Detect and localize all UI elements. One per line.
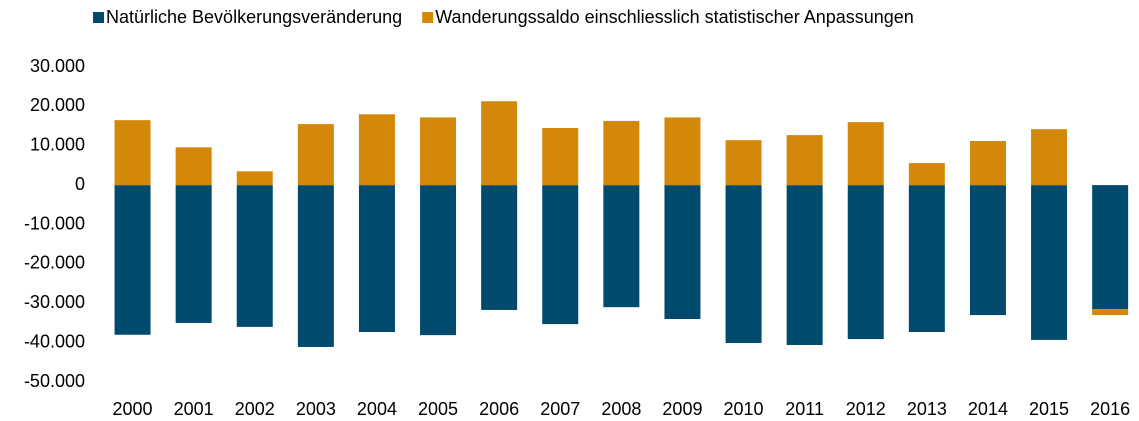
bar: [481, 101, 518, 186]
x-tick-label: 2000: [113, 399, 153, 419]
bar: [786, 135, 823, 186]
bar: [114, 120, 151, 186]
bar: [969, 141, 1006, 186]
y-tick-label: 10.000: [30, 135, 85, 155]
y-tick-label: -40.000: [24, 331, 85, 351]
x-tick-label: 2006: [479, 399, 519, 419]
bar: [847, 185, 884, 340]
bar: [1092, 185, 1129, 310]
bar: [908, 185, 945, 332]
y-tick-label: -30.000: [24, 292, 85, 312]
x-tick-label: 2004: [357, 399, 397, 419]
y-tick-label: -20.000: [24, 253, 85, 273]
bar: [420, 185, 457, 336]
bar: [481, 185, 518, 310]
bar: [664, 185, 701, 319]
x-tick-label: 2005: [418, 399, 458, 419]
bar: [603, 185, 640, 308]
bar: [786, 185, 823, 345]
bar: [297, 124, 334, 186]
legend-swatch: [422, 12, 434, 23]
y-tick-label: 20.000: [30, 95, 85, 115]
x-tick-label: 2001: [174, 399, 214, 419]
x-tick-label: 2011: [785, 399, 824, 419]
x-tick-label: 2009: [662, 399, 702, 419]
bar: [725, 185, 762, 344]
bar: [725, 140, 762, 186]
bar: [236, 171, 273, 186]
bar: [236, 185, 273, 327]
x-tick-label: 2008: [601, 399, 641, 419]
bar: [847, 122, 884, 186]
x-tick-label: 2014: [968, 399, 1008, 419]
x-tick-label: 2015: [1029, 399, 1069, 419]
bar: [969, 185, 1006, 316]
x-tick-label: 2007: [540, 399, 580, 419]
bar: [420, 117, 457, 186]
bar: [1031, 185, 1068, 340]
bar: [1092, 309, 1129, 316]
legend-label: Wanderungssaldo einschliesslich statisti…: [435, 7, 914, 27]
bar: [603, 120, 640, 186]
bar: [358, 114, 395, 186]
bar: [542, 128, 579, 186]
y-tick-label: 0: [75, 174, 85, 194]
x-tick-label: 2010: [724, 399, 764, 419]
x-tick-label: 2002: [235, 399, 275, 419]
legend-label: Natürliche Bevölkerungsveränderung: [106, 7, 402, 27]
y-tick-label: -50.000: [24, 371, 85, 391]
bar: [297, 185, 334, 347]
y-tick-label: -10.000: [24, 213, 85, 233]
bar: [908, 163, 945, 186]
bar: [175, 185, 212, 323]
legend-swatch: [93, 12, 104, 23]
x-tick-label: 2012: [846, 399, 886, 419]
x-tick-label: 2003: [296, 399, 336, 419]
bar: [358, 185, 395, 332]
bar: [175, 147, 212, 186]
x-tick-label: 2013: [907, 399, 947, 419]
y-tick-label: 30.000: [30, 56, 85, 76]
bar: [114, 185, 151, 335]
bar: [664, 117, 701, 186]
bar: [542, 185, 579, 325]
bar: [1031, 129, 1068, 186]
x-tick-label: 2016: [1090, 399, 1130, 419]
